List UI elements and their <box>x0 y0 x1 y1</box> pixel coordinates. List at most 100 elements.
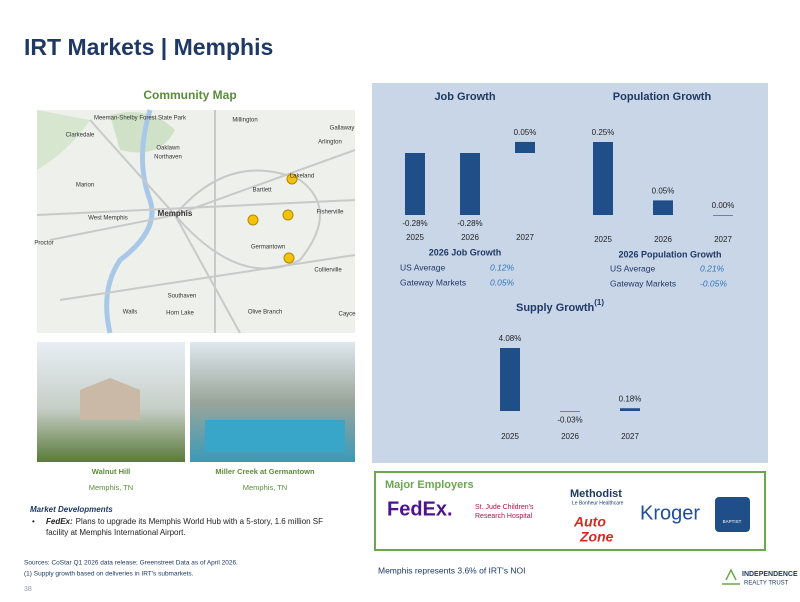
chart-title: Population Growth <box>613 91 712 103</box>
table-label: Gateway Markets <box>610 278 676 288</box>
property-location: Memphis, TN <box>89 483 133 492</box>
photo-building <box>80 378 140 420</box>
chart-title-text: Job Growth <box>434 91 495 103</box>
map-label: Gallaway <box>330 126 355 132</box>
charts: Job Growth -0.28% 2025 -0.28% 2026 0.05% 2027 P… <box>402 91 734 441</box>
table-label: Gateway Markets <box>400 277 466 287</box>
source-note: (1) Supply growth based on deliveries in… <box>24 571 194 578</box>
development-text: Plans to upgrade its Memphis World Hub w… <box>76 517 323 526</box>
bar <box>560 411 580 412</box>
map-heading: Community Map <box>143 88 236 102</box>
table-title: 2026 Population Growth <box>618 249 721 259</box>
bar <box>593 142 613 215</box>
x-tick-label: 2027 <box>621 432 639 441</box>
map-label: Meeman-Shelby Forest State Park <box>94 116 187 122</box>
x-tick-label: 2026 <box>461 233 479 242</box>
development-lead: FedEx: <box>46 517 73 526</box>
map-label: Fisherville <box>316 210 344 216</box>
property-name: Miller Creek at Germantown <box>215 467 315 476</box>
value-label: -0.28% <box>457 219 482 228</box>
map-area <box>37 110 90 170</box>
employer-logo: Auto <box>573 514 606 530</box>
employers-heading: Major Employers <box>385 479 474 491</box>
chart-title: Job Growth <box>434 91 495 103</box>
table-label: US Average <box>400 262 445 272</box>
roads <box>36 110 356 334</box>
baptist-badge <box>715 497 750 532</box>
value-label: 0.05% <box>514 128 537 137</box>
x-tick-label: 2025 <box>594 235 612 244</box>
map-label: Clarkedale <box>66 133 95 139</box>
noi-note: Memphis represents 3.6% of IRT's NOI <box>378 565 525 575</box>
logo-text: INDEPENDENCE <box>742 571 798 578</box>
bar <box>500 348 520 411</box>
value-label: 0.00% <box>712 201 735 210</box>
x-tick-label: 2026 <box>561 432 579 441</box>
source-note: Sources: CoStar Q1 2026 data release; Gr… <box>24 560 238 567</box>
map-label: Cayce <box>338 312 356 318</box>
bar <box>405 153 425 215</box>
value-label: -0.03% <box>557 416 582 425</box>
employer-logo: Research Hospital <box>475 513 533 520</box>
table-value: 0.12% <box>490 262 515 272</box>
property-name: Walnut Hill <box>92 467 130 476</box>
value-label: 0.05% <box>652 187 675 196</box>
chart-title: Supply Growth(1) <box>516 298 604 314</box>
map-label: Southaven <box>168 294 197 300</box>
pins <box>247 173 298 264</box>
employers-box <box>374 471 766 551</box>
table-value: -0.05% <box>700 278 727 288</box>
development-item: FedEx: Plans to upgrade its Memphis World… <box>46 517 323 526</box>
map-label: West Memphis <box>88 216 128 222</box>
map-label: Horn Lake <box>166 311 194 317</box>
bar <box>460 153 480 215</box>
x-tick-label: 2026 <box>654 235 672 244</box>
map-labels: Meeman-Shelby Forest State Park Millingto… <box>34 116 356 318</box>
bar <box>653 200 673 215</box>
value-label: 4.08% <box>499 334 522 343</box>
bullet: • <box>32 517 35 526</box>
x-tick-label: 2025 <box>406 233 424 242</box>
employer-logo: BAPTIST <box>723 519 742 524</box>
employer-logo: Zone <box>579 529 614 545</box>
developments-heading: Market Developments <box>30 505 113 514</box>
table-value: 0.21% <box>700 263 725 273</box>
map-label: Northaven <box>154 155 182 161</box>
table-value: 0.05% <box>490 277 515 287</box>
x-tick-label: 2025 <box>501 432 519 441</box>
charts-panel <box>372 83 768 463</box>
map-label: Olive Branch <box>248 310 282 316</box>
employer-logo: St. Jude Children's <box>475 504 534 511</box>
bar <box>713 215 733 216</box>
table-label: US Average <box>610 263 655 273</box>
employer-logo: Le Bonheur Healthcare <box>572 500 624 506</box>
map-label: Lakeland <box>290 174 314 180</box>
photo-pool <box>205 420 345 452</box>
value-label: -0.28% <box>402 219 427 228</box>
employer-logos: FedEx. St. Jude Children's Research Hosp… <box>387 488 750 545</box>
chart-title-text: Population Growth <box>613 91 712 103</box>
map-label: Millington <box>232 118 257 124</box>
map: Meeman-Shelby Forest State Park Millingto… <box>34 109 356 334</box>
map-label: Memphis <box>158 209 193 218</box>
development-text: facility at Memphis International Airpor… <box>46 528 186 537</box>
property-location: Memphis, TN <box>243 483 287 492</box>
tables: US Average 0.12% Gateway Markets 0.05% US Av… <box>400 262 727 288</box>
chart-title-text: Supply Growth <box>516 302 595 314</box>
page-number: 38 <box>24 586 32 593</box>
map-label: Arlington <box>318 140 342 146</box>
chart-superscript: (1) <box>594 298 604 307</box>
map-label: Collierville <box>314 268 342 274</box>
employer-logo: Kroger <box>640 502 700 524</box>
bar <box>620 408 640 411</box>
value-label: 0.18% <box>619 394 642 403</box>
employer-logo: Methodist <box>570 488 622 500</box>
map-label: Bartlett <box>252 188 271 194</box>
map-label: Walls <box>123 310 137 316</box>
x-tick-label: 2027 <box>714 235 732 244</box>
logo-text: REALTY TRUST <box>744 581 789 587</box>
logo-mark <box>722 568 740 585</box>
employer-logo: FedEx. <box>387 498 453 520</box>
